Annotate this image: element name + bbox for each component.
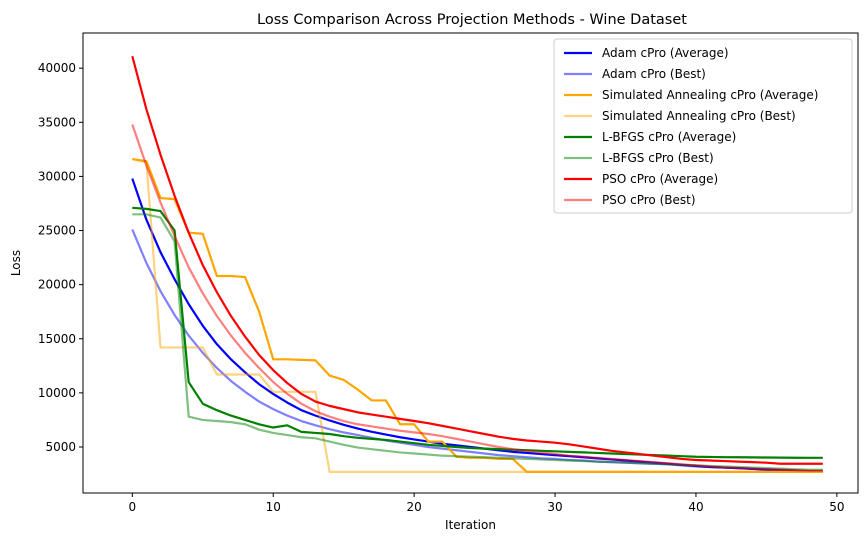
series-line-5 xyxy=(132,206,823,459)
x-tick-label: 50 xyxy=(829,500,844,514)
legend-entry-1: Adam cPro (Average) xyxy=(602,46,729,60)
axes-frame xyxy=(82,32,859,494)
legend-entry-8: PSO cPro (Best) xyxy=(602,193,696,207)
legend: Adam cPro (Average) Adam cPro (Best) Simul… xyxy=(553,38,853,214)
y-tick-label: 15000 xyxy=(38,332,76,346)
series-group xyxy=(131,55,823,473)
legend-box xyxy=(553,38,853,214)
series-line-4 xyxy=(132,158,823,473)
legend-entry-4: Simulated Annealing cPro (Best) xyxy=(602,109,796,123)
legend-entry-5: L-BFGS cPro (Average) xyxy=(602,130,736,144)
x-tick-label: 10 xyxy=(266,500,281,514)
x-tick-label: 30 xyxy=(547,500,562,514)
y-tick-label: 10000 xyxy=(38,386,76,400)
y-axis-label: Loss xyxy=(9,250,23,276)
y-tick-label: 25000 xyxy=(38,224,76,238)
chart-title: Loss Comparison Across Projection Method… xyxy=(257,12,687,28)
y-tick-label: 35000 xyxy=(38,115,76,129)
x-tick-label: 0 xyxy=(128,500,136,514)
legend-entry-2: Adam cPro (Best) xyxy=(602,67,706,81)
y-tick-label: 40000 xyxy=(38,61,76,75)
legend-entry-7: PSO cPro (Average) xyxy=(602,172,718,186)
series-line-8 xyxy=(131,124,823,472)
legend-entry-3: Simulated Annealing cPro (Average) xyxy=(602,88,818,102)
x-axis-label: Iteration xyxy=(445,518,496,532)
y-tick-label: 5000 xyxy=(45,440,76,454)
y-tick-label: 20000 xyxy=(38,278,76,292)
y-tick-label: 30000 xyxy=(38,169,76,183)
x-tick-label: 20 xyxy=(406,500,421,514)
axes-group: 0 10 20 30 40 50 5000 10000 15000 20000 25000 30000… xyxy=(38,32,859,514)
x-tick-label: 40 xyxy=(688,500,703,514)
legend-entry-6: L-BFGS cPro (Best) xyxy=(602,151,714,165)
series-line-7 xyxy=(131,55,823,465)
